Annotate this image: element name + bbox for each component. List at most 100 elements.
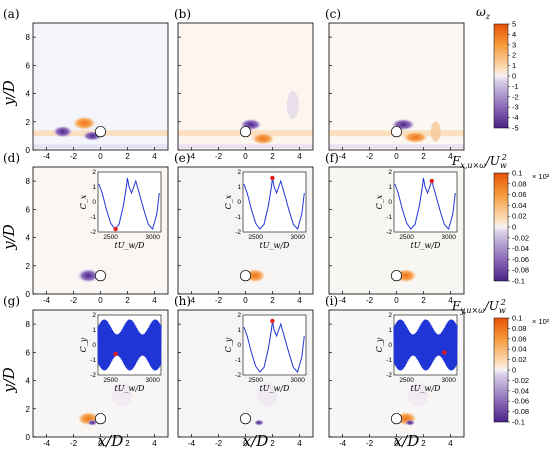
colorbar-tick-label: 0 (512, 366, 516, 375)
x-tick-label: -2 (215, 152, 223, 161)
colorbar: 0.10.080.06 0.040.02 0-0.02-0.04 -0.06-0.08… (451, 298, 550, 427)
inset-y-tick-label: -2 (235, 372, 241, 379)
x-tick-label: 4 (152, 439, 157, 448)
inset-y-tick-label: 2 (92, 312, 96, 319)
colorbar-tick-label: 0.02 (512, 355, 527, 364)
x-tick-label: 4 (152, 152, 157, 161)
x-tick-label: -2 (366, 439, 374, 448)
colorbar-tick-label: 3 (512, 40, 516, 49)
inset-chart: 2500 3000 2 1 0 -1 -2 tU_w/D C_x (224, 169, 307, 250)
inset-y-tick-label: -1 (386, 214, 392, 221)
inset-chart: 2500 3000 2 1 0 -1 -2 tU_w/D C_y (375, 312, 458, 393)
x-tick-label: 4 (297, 439, 302, 448)
colorbar-tick-label: -0.04 (512, 386, 529, 395)
force-density-weak (112, 382, 133, 407)
x-tick-label: 4 (152, 296, 157, 305)
inset-y-tick-label: 1 (237, 327, 241, 334)
colorbar-tick-label: -1 (512, 82, 519, 91)
inset-frame (242, 171, 307, 233)
shear-band-lower (329, 144, 464, 149)
x-tick-label: 2 (421, 152, 426, 161)
inset-x-tick-label: 2500 (103, 234, 118, 241)
inset-y-tick-label: 1 (237, 184, 241, 191)
inset-y-tick-label: -2 (386, 229, 392, 236)
x-axis-label: x/D (243, 432, 269, 450)
inset-x-tick-label: 2500 (248, 377, 263, 384)
inset-chart: 2500 3000 2 1 0 -1 -2 tU_w/D C_x (79, 169, 162, 250)
colorbar-tick-label: 0.04 (512, 201, 527, 210)
colorbar-tick-label: 0.08 (512, 179, 527, 188)
x-tick-label: 4 (448, 152, 453, 161)
x-tick-label: -2 (366, 296, 374, 305)
current-time-marker (429, 178, 434, 184)
inset-y-tick-label: -1 (235, 214, 241, 221)
colorbar-tick-label: -5 (512, 124, 519, 133)
x-tick-label: 0 (243, 296, 248, 305)
inset-frame (393, 171, 458, 233)
inset-y-tick-label: -2 (90, 229, 96, 236)
x-tick-label: -2 (70, 296, 78, 305)
y-tick-label: 2 (26, 262, 31, 271)
y-axis-label: y/D (0, 80, 18, 107)
y-axis-label: y/D (0, 224, 18, 251)
x-tick-label: -2 (70, 439, 78, 448)
colorbar-tick-label: 0 (512, 223, 516, 232)
panel-label: (h) (174, 294, 191, 308)
colorbar-tick-label: -0.1 (512, 418, 525, 427)
colorbar-tick-label: -0.06 (512, 255, 529, 264)
vortex-positive (402, 131, 429, 144)
x-tick-label: 0 (243, 152, 248, 161)
x-tick-label: -2 (366, 152, 374, 161)
colorbar-tick-label: 0.02 (512, 212, 527, 221)
colorbar-tick-label: -0.08 (512, 407, 529, 416)
colorbar-tick-label: 0.04 (512, 345, 527, 354)
x-tick-label: 0 (394, 439, 399, 448)
x-tick-label: 0 (98, 439, 103, 448)
x-tick-label: -4 (43, 296, 51, 305)
inset-y-tick-label: 1 (92, 327, 96, 334)
inset-chart: 2500 3000 2 1 0 -1 -2 tU_w/D C_y (224, 312, 307, 393)
colorbar-gradient (493, 23, 509, 129)
inset-x-tick-label: 2500 (103, 377, 118, 384)
inset-chart: 2500 3000 2 1 0 -1 -2 tU_w/D C_y (79, 312, 162, 393)
colorbar-tick-label: -0.1 (512, 277, 525, 286)
y-tick-label: 6 (26, 61, 31, 70)
inset-y-label: C_y (79, 337, 88, 352)
x-tick-label: 0 (98, 152, 103, 161)
inset-x-label: tU_w/D (260, 241, 291, 250)
current-time-marker (113, 226, 118, 232)
inset-frame (97, 171, 162, 233)
series-line (243, 320, 305, 373)
cylinder-body (94, 126, 107, 138)
x-tick-label: 2 (421, 296, 426, 305)
colorbar-tick-label: 2 (512, 51, 516, 60)
x-tick-label: -4 (339, 152, 347, 161)
inset-y-tick-label: 1 (92, 184, 96, 191)
inset-x-tick-label: 2500 (248, 234, 263, 241)
y-tick-label: 2 (26, 405, 31, 414)
force-density-weak (257, 382, 278, 407)
panel-e: -4 -2 0 2 4 (e) 2500 3000 2 1 0 -1 -2 tU_w/D C_x (174, 151, 314, 305)
y-tick-label: 0 (26, 290, 31, 299)
series-line (98, 177, 160, 230)
inset-y-tick-label: 2 (388, 312, 392, 319)
y-tick-label: 4 (26, 90, 31, 99)
inset-y-tick-label: 1 (388, 184, 392, 191)
vortex-weak (286, 90, 299, 119)
cylinder-body (239, 413, 252, 425)
vortex-weak (430, 121, 441, 142)
inset-y-tick-label: 1 (388, 327, 392, 334)
current-time-marker (270, 318, 275, 324)
colorbar-title: Fx,u×ω/Uw2 (451, 153, 507, 170)
cylinder-body (390, 270, 403, 282)
inset-frame (242, 314, 307, 376)
panel-a: -4 -2 0 2 4 0 2 4 6 8 (a) (3, 7, 169, 161)
colorbar-multiplier: × 10² (532, 172, 550, 181)
panel-b: -4 -2 0 2 4 (b) (174, 7, 314, 161)
colorbar-tick-label: -0.02 (512, 376, 529, 385)
colorbar-tick-label: -3 (512, 103, 519, 112)
inset-y-tick-label: -1 (90, 214, 96, 221)
shear-band-lower (178, 144, 313, 149)
inset-x-label: tU_w/D (411, 384, 442, 393)
